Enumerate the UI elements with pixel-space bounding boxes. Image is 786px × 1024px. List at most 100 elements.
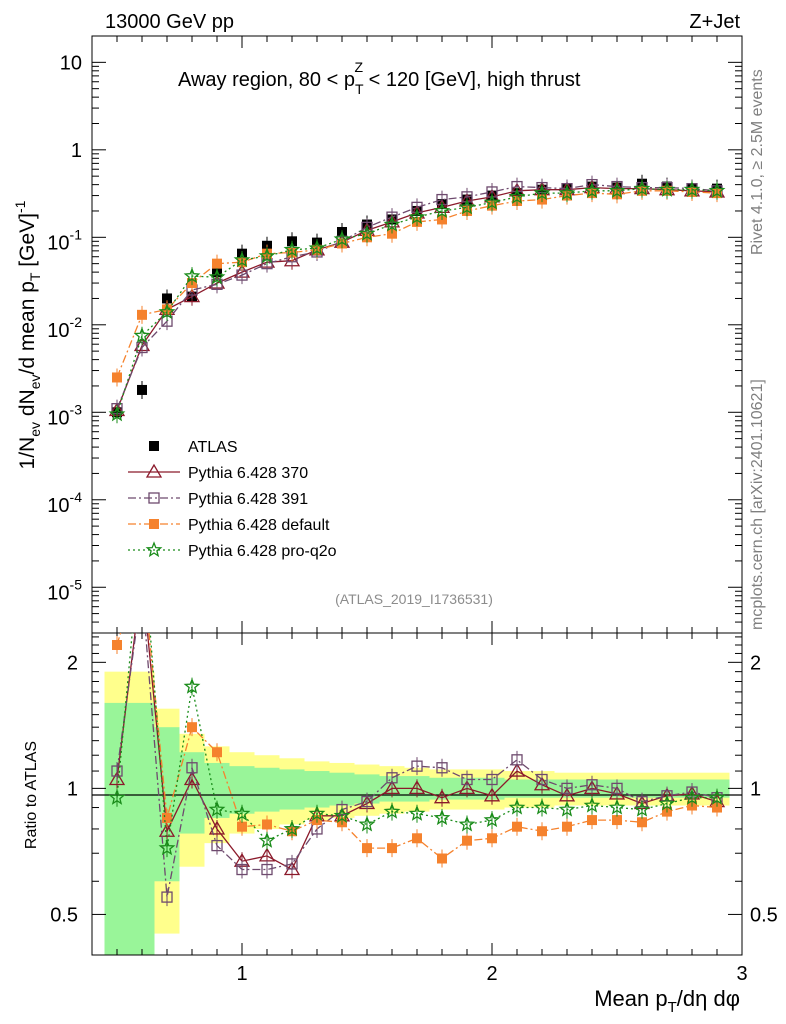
data-point	[258, 247, 276, 264]
data-point	[561, 782, 573, 795]
data-point	[387, 843, 397, 854]
legend-label: Pythia 6.428 391	[188, 491, 308, 508]
legend-entry: Pythia 6.428 default	[128, 517, 330, 534]
data-point	[537, 826, 547, 837]
data-point	[508, 188, 526, 204]
green-band-bin	[254, 767, 280, 812]
ylabel-sub1: ev	[27, 422, 43, 437]
data-point	[158, 822, 176, 837]
data-point	[286, 858, 298, 870]
data-point	[658, 794, 676, 811]
data-point	[483, 811, 501, 828]
data-point	[137, 384, 147, 395]
data-point	[308, 239, 326, 256]
data-point	[708, 788, 726, 805]
legend: ATLAS Pythia 6.428 370 Pythia 6.428 391 Pyt…	[128, 439, 337, 560]
data-point	[162, 812, 172, 823]
ylabel-d: [GeV]	[16, 213, 39, 273]
data-point	[283, 241, 301, 257]
data-point	[283, 252, 301, 267]
ratio-tick-label-right: 0.5	[750, 904, 778, 926]
ratio-tick-label-right: 1	[750, 778, 761, 800]
y-tick-label: 10-4	[47, 489, 82, 517]
data-point	[158, 839, 176, 856]
green-band-bin	[129, 702, 155, 955]
data-point	[208, 268, 226, 285]
ylabel-b: dN	[16, 389, 39, 422]
data-point	[208, 820, 226, 835]
data-point	[258, 831, 276, 848]
data-point	[533, 798, 551, 815]
data-point	[458, 815, 476, 832]
green-band-bin	[329, 772, 355, 806]
data-point	[383, 215, 401, 232]
data-point	[162, 293, 172, 304]
rivet-version-text: Rivet 4.1.0, ≥ 2.5M events	[749, 69, 766, 255]
green-band-bin	[629, 779, 655, 798]
data-point	[512, 821, 522, 832]
y-axis-label: 1/Nev dNev/d mean pT [GeV]-1	[12, 200, 43, 469]
data-point	[111, 765, 123, 777]
legend-label: ATLAS	[188, 439, 238, 456]
data-point	[533, 184, 551, 201]
data-point	[683, 180, 701, 197]
data-point	[608, 798, 626, 815]
data-point	[237, 821, 247, 832]
legend-entry: ATLAS	[149, 439, 238, 456]
data-point	[212, 258, 222, 269]
data-point	[437, 853, 447, 864]
data-point	[148, 492, 160, 504]
data-point	[608, 182, 626, 198]
data-point	[361, 795, 373, 808]
data-point	[145, 541, 163, 558]
data-point	[436, 762, 448, 774]
y-tick-label: 10-3	[47, 401, 82, 429]
ylabel-sub2: ev	[27, 374, 43, 389]
header-process: Z+Jet	[689, 11, 740, 33]
data-point	[262, 819, 272, 830]
data-point	[683, 788, 701, 805]
xlabel-a: Mean p	[594, 986, 667, 1011]
data-point	[112, 372, 122, 383]
data-point	[483, 193, 501, 210]
data-point	[536, 773, 548, 786]
data-point	[658, 180, 676, 197]
data-point	[212, 747, 222, 758]
data-point	[108, 771, 126, 786]
y-tick-label: 10	[60, 52, 82, 74]
data-point	[408, 780, 426, 795]
data-point	[149, 519, 159, 529]
chart-title-part-a: Away region, 80 < p	[178, 69, 355, 91]
mcplots-reference-text: mcplots.cern.ch [arXiv:2401.10621]	[749, 379, 766, 630]
data-point	[186, 762, 198, 774]
data-point	[411, 760, 423, 772]
data-point	[183, 677, 201, 694]
green-band-bin	[504, 779, 530, 798]
data-point	[145, 463, 163, 478]
data-point	[135, 520, 148, 533]
x-axis-label: Mean pT/dη dφ	[594, 986, 740, 1016]
y-tick-label: 10-2	[47, 314, 82, 342]
x-tick-labels: 1 2 3	[236, 963, 747, 985]
green-band-bin	[304, 771, 330, 808]
legend-label: Pythia 6.428 370	[188, 465, 308, 482]
data-point	[233, 251, 251, 268]
data-point	[187, 722, 197, 733]
y-tick-label: 10-1	[47, 226, 82, 254]
legend-label: Pythia 6.428 pro-q2o	[188, 543, 337, 560]
data-point	[137, 309, 147, 320]
data-point	[583, 796, 601, 813]
ratio-series-pythia-6-428-pro-q2o	[108, 520, 726, 858]
data-point	[586, 779, 598, 791]
xlabel-b: /dη dφ	[677, 986, 740, 1011]
data-point	[358, 224, 376, 241]
data-point	[383, 780, 401, 795]
data-point	[261, 863, 273, 876]
ratio-tick-label-left: 2	[67, 652, 78, 674]
data-point	[236, 863, 248, 876]
data-point	[533, 776, 551, 791]
data-point	[712, 802, 722, 813]
ratio-y-axis-label: Ratio to ATLAS	[23, 741, 40, 849]
data-point	[333, 807, 351, 823]
